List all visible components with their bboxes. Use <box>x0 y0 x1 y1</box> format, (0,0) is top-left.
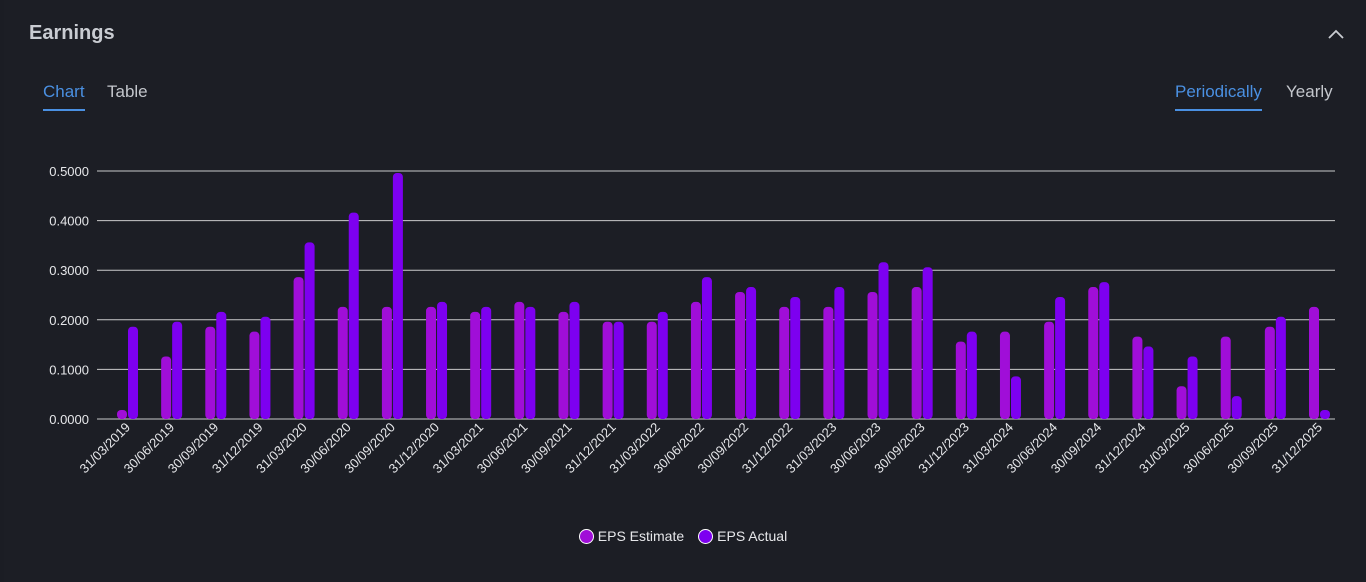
legend-label-actual: EPS Actual <box>717 528 788 544</box>
bar-eps-estimate <box>1044 321 1055 419</box>
bar-eps-actual <box>878 262 889 419</box>
bar-eps-actual <box>790 296 801 419</box>
bar-eps-actual <box>1099 282 1110 419</box>
bar-eps-estimate <box>470 311 481 419</box>
bar-eps-actual <box>1187 356 1198 419</box>
bar-eps-estimate <box>337 306 348 419</box>
legend-item-estimate[interactable]: EPS Estimate <box>578 528 685 544</box>
bar-eps-estimate <box>823 306 834 419</box>
bar-eps-actual <box>172 321 183 419</box>
bar-eps-estimate <box>646 321 657 419</box>
bar-eps-actual <box>657 311 668 419</box>
y-tick-label: 0.3000 <box>49 263 89 278</box>
bar-eps-actual <box>304 242 315 419</box>
bar-eps-actual <box>348 212 359 419</box>
y-tick-label: 0.4000 <box>49 214 89 229</box>
bar-eps-estimate <box>293 277 304 419</box>
legend-label-estimate: EPS Estimate <box>597 528 685 544</box>
bar-eps-estimate <box>1176 386 1187 419</box>
bar-eps-actual <box>966 331 977 419</box>
chevron-up-icon[interactable] <box>1326 24 1346 44</box>
bar-eps-actual <box>128 326 138 419</box>
bar-eps-actual <box>1055 296 1066 419</box>
bar-eps-actual <box>1010 376 1021 419</box>
bar-eps-actual <box>834 287 845 419</box>
bar-eps-actual <box>260 316 271 419</box>
bar-eps-actual <box>746 287 757 419</box>
bar-eps-estimate <box>1088 287 1099 419</box>
bar-eps-actual <box>216 311 227 419</box>
bar-eps-estimate <box>117 410 127 419</box>
bar-eps-actual <box>525 306 536 419</box>
legend-item-actual[interactable]: EPS Actual <box>698 528 787 544</box>
earnings-panel <box>4 0 1366 582</box>
y-tick-label: 0.1000 <box>49 362 89 377</box>
y-tick-label: 0.0000 <box>49 412 89 427</box>
tab-table[interactable]: Table <box>107 82 148 101</box>
bar-eps-estimate <box>779 306 790 419</box>
bar-eps-estimate <box>867 292 878 419</box>
bar-eps-actual <box>1275 316 1286 419</box>
bar-eps-actual <box>481 306 492 419</box>
bar-eps-estimate <box>1264 326 1275 419</box>
bar-eps-estimate <box>558 311 569 419</box>
legend-swatch-actual <box>698 528 714 544</box>
bar-eps-estimate <box>514 301 525 419</box>
y-tick-label: 0.5000 <box>49 164 89 179</box>
bar-eps-estimate <box>161 356 172 419</box>
bar-eps-estimate <box>426 306 437 419</box>
bar-eps-actual <box>569 301 580 419</box>
bar-eps-estimate <box>602 321 613 419</box>
tab-yearly[interactable]: Yearly <box>1286 82 1333 101</box>
bar-eps-actual <box>437 301 448 419</box>
bar-eps-actual <box>701 277 712 419</box>
bar-eps-estimate <box>955 341 966 419</box>
y-tick-label: 0.2000 <box>49 313 89 328</box>
bar-eps-estimate <box>999 331 1010 419</box>
bar-eps-actual <box>392 172 403 419</box>
earnings-chart: 0.00000.10000.20000.30000.40000.500031/0… <box>49 164 1335 476</box>
tab-chart[interactable]: Chart <box>43 82 85 111</box>
bar-eps-estimate <box>911 287 922 419</box>
bar-eps-estimate <box>735 292 746 419</box>
bar-eps-estimate <box>1220 336 1231 419</box>
bar-eps-actual <box>1143 346 1154 419</box>
bar-eps-estimate <box>205 326 216 419</box>
bar-eps-estimate <box>690 301 701 419</box>
chart-legend: EPS Estimate EPS Actual <box>0 528 1366 544</box>
bar-eps-actual <box>613 321 624 419</box>
panel-title: Earnings <box>29 22 115 44</box>
bar-eps-actual <box>1320 410 1330 419</box>
bar-eps-estimate <box>381 306 392 419</box>
bar-eps-estimate <box>249 331 260 419</box>
bar-eps-estimate <box>1309 306 1319 419</box>
bar-eps-actual <box>922 267 933 419</box>
tab-periodically[interactable]: Periodically <box>1175 82 1262 111</box>
legend-swatch-estimate <box>578 528 594 544</box>
bar-eps-estimate <box>1132 336 1143 419</box>
bar-eps-actual <box>1231 396 1242 419</box>
